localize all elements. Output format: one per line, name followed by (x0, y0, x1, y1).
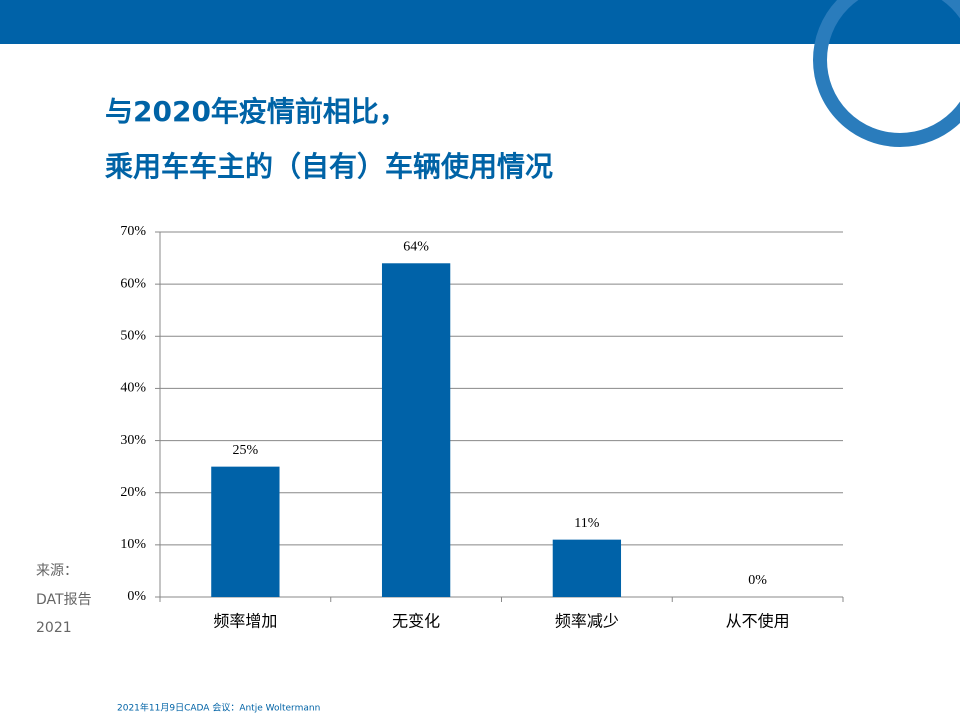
y-tick-label: 10% (120, 537, 146, 552)
chart-title: 与2020年疫情前相比， (105, 95, 407, 128)
bar (552, 539, 622, 597)
y-tick-label: 70% (120, 224, 146, 239)
logo-watermark (813, 0, 960, 147)
source-text: 2021 (36, 620, 72, 636)
bar (211, 466, 280, 597)
top-banner (0, 0, 960, 44)
value-label: 64% (403, 240, 429, 255)
x-tick-label: 频率增加 (213, 612, 277, 631)
x-tick-label: 从不使用 (726, 612, 790, 631)
x-tick-label: 无变化 (392, 612, 440, 631)
y-tick-label: 60% (120, 276, 146, 291)
y-tick-label: 50% (120, 329, 146, 344)
bar (381, 263, 451, 597)
value-label: 0% (748, 573, 767, 588)
value-label: 25% (233, 443, 259, 458)
y-tick-label: 30% (120, 433, 146, 448)
value-label: 11% (574, 516, 599, 531)
source-text: 来源： (36, 563, 78, 579)
footer: 2021年11月9日CADA 会议：Antje Woltermann (117, 702, 320, 714)
y-tick-label: 20% (120, 485, 146, 500)
y-tick-label: 40% (120, 381, 146, 396)
y-tick-label: 0% (127, 589, 146, 604)
source-text: DAT报告 (36, 592, 92, 608)
x-tick-label: 频率减少 (555, 612, 619, 631)
chart-title: 乘用车车主的（自有）车辆使用情况 (105, 150, 553, 183)
